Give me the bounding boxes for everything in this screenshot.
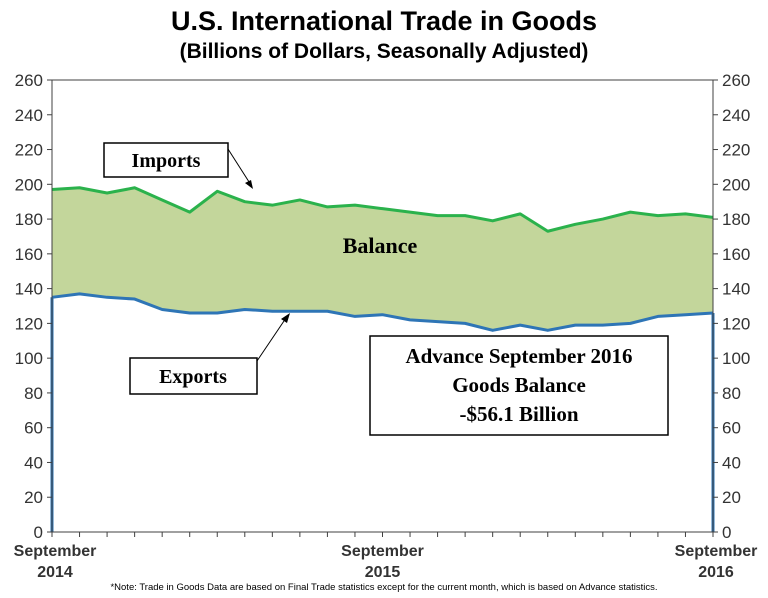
imports-label-box <box>103 142 229 178</box>
imports-line <box>51 186 714 233</box>
balance-label: Balance <box>343 233 418 258</box>
y-tick-label-left: 40 <box>24 453 43 472</box>
y-tick-label-left: 120 <box>15 314 43 333</box>
chart-title: U.S. International Trade in Goods <box>170 6 598 36</box>
advance-box-line2: Goods Balance <box>452 373 586 397</box>
y-tick-label-left: 160 <box>15 245 43 264</box>
exports-arrowhead <box>281 313 290 323</box>
x-tick-label: September <box>341 543 424 560</box>
imports-arrowhead <box>245 180 253 189</box>
x-tick-label: September <box>675 543 758 560</box>
x-tick-label-year: 2014 <box>37 564 73 581</box>
y-tick-label-right: 0 <box>722 523 731 542</box>
y-tick-label-right: 240 <box>722 106 750 125</box>
y-tick-label-left: 100 <box>15 349 43 368</box>
advance-box <box>369 335 669 436</box>
y-tick-label-left: 180 <box>15 210 43 229</box>
y-tick-label-right: 160 <box>722 245 750 264</box>
y-tick-label-right: 220 <box>722 141 750 160</box>
exports-label-box <box>129 357 258 395</box>
x-tick-label-year: 2016 <box>698 564 734 581</box>
y-tick-label-right: 120 <box>722 314 750 333</box>
y-tick-label-left: 260 <box>15 71 43 90</box>
y-tick-label-left: 240 <box>15 106 43 125</box>
imports-arrow <box>227 148 252 186</box>
y-tick-label-left: 60 <box>24 419 43 438</box>
exports-line <box>51 292 714 332</box>
y-tick-label-right: 260 <box>722 71 750 90</box>
y-tick-label-left: 0 <box>34 523 43 542</box>
chart-subtitle: (Billions of Dollars, Seasonally Adjuste… <box>179 40 589 63</box>
y-tick-label-right: 20 <box>722 488 741 507</box>
y-tick-label-right: 180 <box>722 210 750 229</box>
y-tick-label-right: 140 <box>722 280 750 299</box>
axis-layer: 0 0 20 20 40 40 60 60 80 80 100 100 120 120 140 140 160 1… <box>14 71 758 581</box>
y-tick-label-right: 80 <box>722 384 741 403</box>
x-tick-label: September <box>14 543 97 560</box>
y-tick-label-right: 200 <box>722 175 750 194</box>
advance-box-line1: Advance September 2016 <box>405 344 632 368</box>
y-tick-label-right: 100 <box>722 349 750 368</box>
exports-arrow <box>256 317 287 362</box>
advance-box-line3: -$56.1 Billion <box>459 402 578 426</box>
y-tick-label-left: 200 <box>15 175 43 194</box>
y-tick-label-right: 60 <box>722 419 741 438</box>
y-tick-label-left: 20 <box>24 488 43 507</box>
y-tick-label-left: 140 <box>15 280 43 299</box>
exports-label: Exports <box>159 366 227 388</box>
imports-label: Imports <box>132 150 201 172</box>
y-tick-label-left: 220 <box>15 141 43 160</box>
x-tick-label-year: 2015 <box>365 564 401 581</box>
balance-area <box>52 187 713 331</box>
y-tick-label-right: 40 <box>722 453 741 472</box>
y-tick-label-left: 80 <box>24 384 43 403</box>
footnote: *Note: Trade in Goods Data are based on … <box>110 582 658 593</box>
